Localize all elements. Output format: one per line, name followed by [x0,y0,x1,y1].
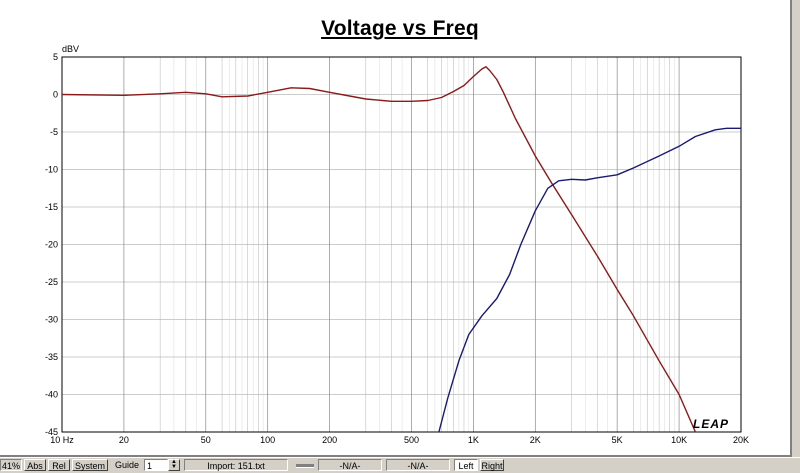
abs-button[interactable]: Abs [24,459,46,471]
y-tick-label: -20 [45,240,58,250]
y-tick-label: -25 [45,277,58,287]
x-tick-label: 2K [530,435,541,445]
leap-logo: LEAP [693,417,730,431]
x-tick-label: 50 [201,435,211,445]
series-line-1 [61,66,697,433]
y-tick-label: -5 [50,127,58,137]
y-tick-label: -15 [45,202,58,212]
x-tick-label: 10 Hz [50,435,74,445]
spin-down-icon[interactable]: ▼ [171,464,177,470]
chart-title: Voltage vs Freq [321,17,479,40]
guide-input[interactable]: 1 [144,459,168,471]
guide-label: Guide [114,460,140,470]
x-tick-label: 20K [733,435,749,445]
series-line-2 [438,127,741,433]
x-tick-label: 1K [468,435,479,445]
x-tick-label: 20 [119,435,129,445]
y-tick-label: -35 [45,352,58,362]
plot-frame: 5 0 -5 -10 -15 -20 -25 -30 -35 -40 -45 10 Hz 20 50 10… [0,0,792,457]
x-tick-label: 500 [404,435,419,445]
plot-border [61,56,742,433]
y-tick-label: 0 [53,90,58,100]
spin-up-icon[interactable]: ▲ [171,459,177,465]
y-axis-label: dBV [62,44,79,54]
x-tick-label: 10K [671,435,687,445]
y-tick-label: -45 [45,427,58,437]
guide-spinner[interactable]: ▲ ▼ [168,459,180,471]
chart: 50-5-10-15-20-25-30-35-40-45 10 Hz 20 50 10… [45,44,749,445]
x-tick-label: 5K [612,435,623,445]
system-button[interactable]: System [72,459,108,471]
slider-track[interactable] [296,464,314,468]
status-bar: 41% Abs Rel System Guide 1 ▲ ▼ Import: 1… [0,457,800,473]
x-tick-label: 200 [322,435,337,445]
rel-button[interactable]: Rel [48,459,70,471]
x-tick-label: 100 [260,435,275,445]
status-field-1: -N/A- [318,459,382,471]
import-file-readout: Import: 151.txt [184,459,288,471]
y-tick-label: -30 [45,315,58,325]
y-tick-label: -10 [45,165,58,175]
series-group [61,66,741,433]
left-channel-button[interactable]: Left [454,459,478,471]
y-tick-labels: 5 0 -5 -10 -15 -20 -25 -30 -35 -40 -45 [45,52,58,437]
y-tick-label: -40 [45,390,58,400]
x-tick-labels: 10 Hz 20 50 100 200 500 1K 2K 5K 10K 20K [50,435,749,445]
zoom-readout: 41% [0,459,22,471]
y-tick-label: 5 [53,52,58,62]
right-channel-button[interactable]: Right [480,459,504,471]
status-field-2: -N/A- [386,459,450,471]
